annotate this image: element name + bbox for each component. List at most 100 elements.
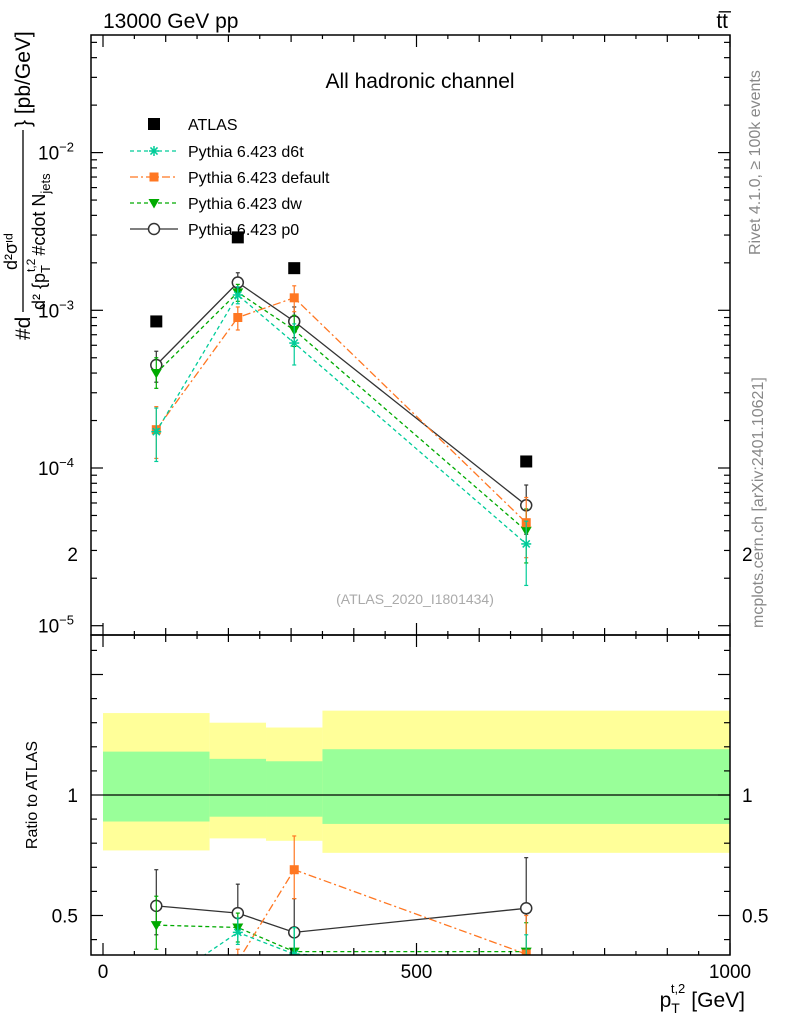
legend-marker-atlas <box>148 118 160 130</box>
process-label: tt̅ <box>716 10 732 33</box>
main-x-ticks <box>102 35 731 635</box>
ratio-x-tick-label: 500 <box>401 962 433 983</box>
ratio-point-default <box>289 865 299 875</box>
x-axis-label-unit: [GeV] <box>691 989 745 1012</box>
main-plot: 10−510−410−310−2 All hadronic channel (A… <box>1 31 731 638</box>
ratio-point-d6t <box>521 959 531 969</box>
ratio-band-inner <box>322 749 730 824</box>
main-y-tick-label-exp: −2 <box>59 140 74 155</box>
legend-marker-d6t-ray <box>149 146 159 156</box>
ratio-plot: 0.5 0.5 1 1 2 2 0 500 1000 Ratio to ATLAS pTt,2… <box>24 545 768 1016</box>
x-axis-label-sup: t,2 <box>671 981 685 996</box>
ratio-line-d6t <box>203 931 332 955</box>
ratio-point-p0 <box>519 902 533 915</box>
x-axis-label-p: p <box>660 989 672 1012</box>
ratio-y-tick-label: 2 <box>67 545 78 566</box>
main-line-p0 <box>155 281 527 506</box>
ratio-y-tick-label-right: 2 <box>742 545 753 566</box>
main-y-tick-label-exp: −4 <box>59 455 74 470</box>
main-y-tick-label: 10−4 <box>38 455 74 480</box>
x-axis-label: pTt,2 [GeV] <box>660 981 745 1016</box>
legend-marker-p0 <box>147 222 161 236</box>
main-point-d6t-ray <box>522 539 531 548</box>
main-point-atlas <box>231 231 244 244</box>
legend-label-default: Pythia 6.423 default <box>188 170 330 187</box>
legend-marker-dw <box>148 199 160 209</box>
ratio-point-default <box>233 957 242 966</box>
ratio-x-ticks: 0 500 1000 <box>98 635 751 983</box>
ratio-point-d6t-ray <box>523 960 530 967</box>
ylabel-numerator: d²σᶦᵈ <box>1 233 21 270</box>
main-point-d6t-ray <box>290 338 299 348</box>
main-series-layer <box>150 231 533 587</box>
main-y-tick-label-base: 10 <box>38 459 59 480</box>
ylabel-d-prefix: #d <box>12 317 35 340</box>
legend-label-d6t: Pythia 6.423 d6t <box>188 144 304 161</box>
ylabel-unit: } [pb/GeV] <box>12 31 35 127</box>
ratio-point-d6t <box>151 983 161 993</box>
main-y-tick-label-exp: −3 <box>59 297 74 312</box>
main-point-d6t-ray <box>233 290 242 300</box>
main-y-axis-label: #d d²σᶦᵈ d² {pTt,2 #cdot Njets } [pb/GeV] <box>1 31 53 340</box>
ratio-line-dw <box>156 924 527 953</box>
ratio-point-d6t-ray <box>233 928 242 937</box>
ratio-point-dw <box>150 921 162 931</box>
main-y-ticks: 10−510−410−310−2 <box>38 41 730 638</box>
main-y-tick-label: 10−5 <box>38 613 74 638</box>
ylabel-denominator-sup: t,2 <box>24 258 38 272</box>
main-point-atlas <box>150 315 163 328</box>
main-point-default <box>289 293 299 303</box>
ratio-y-axis-label: Ratio to ATLAS <box>24 741 41 849</box>
main-y-tick-label-base: 10 <box>38 144 59 165</box>
main-point-atlas <box>288 262 301 275</box>
ratio-line-default <box>240 868 527 955</box>
x-axis-label-sub: T <box>671 1000 680 1016</box>
ylabel-denominator: d² {pTt,2 #cdot Njets <box>24 173 53 310</box>
ratio-x-tick-label: 1000 <box>709 962 751 983</box>
ratio-y-ticks: 0.5 0.5 1 1 2 2 <box>52 545 768 941</box>
ylabel-denominator-pt: d² {p <box>29 273 49 310</box>
legend-label-atlas: ATLAS <box>188 117 238 134</box>
watermark: (ATLAS_2020_I1801434) <box>336 591 494 607</box>
ylabel-denominator-jets: jets <box>38 173 53 195</box>
main-line-d6t <box>155 294 527 545</box>
main-point-d6t <box>289 338 300 349</box>
ratio-point-d6t-ray <box>153 984 160 991</box>
ylabel-denominator-sub: T <box>38 265 53 273</box>
ratio-point-d6t <box>232 927 243 938</box>
ratio-point-d6t-ray <box>292 949 299 955</box>
ratio-y-tick-label: 1 <box>67 786 78 807</box>
mcplots-label: mcplots.cern.ch [arXiv:2401.10621] <box>750 377 767 628</box>
ratio-y-tick-label-right: 0.5 <box>742 907 768 928</box>
main-point-d6t <box>232 290 243 301</box>
ratio-y-tick-label: 0.5 <box>52 907 78 928</box>
main-point-d6t-ray <box>152 427 161 436</box>
ratio-line-p0 <box>156 905 527 934</box>
main-y-tick-label: 10−2 <box>38 140 74 165</box>
main-y-tick-label: 10−3 <box>38 297 74 322</box>
ratio-point-d6t-ray <box>153 984 160 991</box>
ratio-y-tick-label-right: 1 <box>742 786 753 807</box>
main-y-tick-label-base: 10 <box>38 617 59 638</box>
legend-marker-d6t <box>149 146 159 156</box>
legend-marker-default <box>149 172 159 182</box>
legend-label-dw: Pythia 6.423 dw <box>188 196 302 213</box>
legend: ATLAS Pythia 6.423 d6t Pythia 6.423 defaul… <box>130 117 330 239</box>
ylabel-denominator-cdot: #cdot N <box>29 194 49 256</box>
rivet-label: Rivet 4.1.0, ≥ 100k events <box>747 70 764 255</box>
ratio-band-inner <box>209 758 267 817</box>
ratio-band-inner <box>103 751 210 822</box>
main-point-default <box>233 313 243 323</box>
main-line-dw <box>155 291 527 532</box>
ratio-point-d6t-ray <box>523 960 530 967</box>
ratio-x-tick-label: 0 <box>98 962 109 983</box>
main-y-tick-label-exp: −5 <box>59 613 74 628</box>
main-line-default <box>155 297 527 524</box>
ratio-point-default <box>152 981 161 990</box>
main-y-tick-label-base: 10 <box>38 301 59 322</box>
ratio-bands <box>103 710 730 853</box>
energy-label: 13000 GeV pp <box>103 10 238 33</box>
main-point-d6t <box>151 426 162 437</box>
main-point-dw <box>150 369 162 379</box>
